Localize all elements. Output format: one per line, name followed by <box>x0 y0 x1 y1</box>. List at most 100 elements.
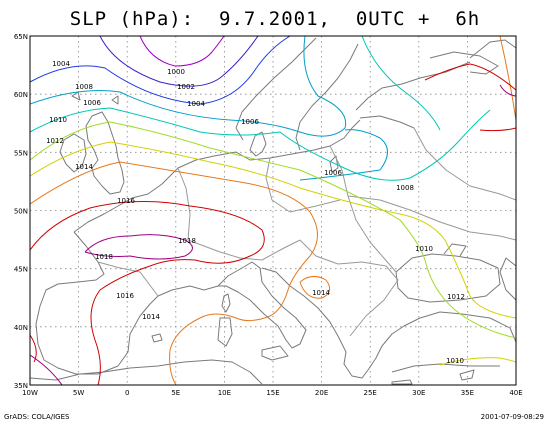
isobar-1014 <box>299 276 331 299</box>
border-east <box>329 145 397 273</box>
isobar-1016 <box>424 63 516 91</box>
lon-tick-label: 35E <box>461 389 474 397</box>
coastline-italy <box>217 261 307 349</box>
coastline-greece <box>343 325 405 379</box>
isobar-1016 <box>30 200 265 385</box>
isobar-label: 1012 <box>447 293 465 301</box>
coastline-gulf-of-lion <box>157 285 219 297</box>
lat-tick-label: 50N <box>14 208 28 216</box>
isobar-label: 1010 <box>446 357 464 365</box>
lon-tick-label: 10E <box>218 389 231 397</box>
isobar-label: 1004 <box>52 60 70 68</box>
lat-tick-label: 35N <box>14 382 28 390</box>
isobar-label: 1006 <box>83 99 101 107</box>
isobar-1012 <box>30 141 516 319</box>
isobar-1018 <box>30 354 63 385</box>
coastline-shetland <box>111 95 119 105</box>
map-title: SLP (hPa): 9.7.2001, 0UTC + 6h <box>69 8 481 30</box>
coastline-north-europe <box>73 119 361 233</box>
isobar-1008 <box>30 107 491 181</box>
isobar-label: 1006 <box>324 169 342 177</box>
coastline-black-sea <box>395 253 501 303</box>
coastline-kola <box>429 51 499 75</box>
isobar-1002 <box>99 36 259 87</box>
isobar-contours <box>30 36 516 385</box>
border-balkans <box>299 239 399 337</box>
lat-tick-label: 55N <box>14 149 28 157</box>
isobar-1018 <box>499 84 516 97</box>
isobar-labels: 1000 1002 1004 1004 1006 1006 1006 1008 1008 1010… <box>46 60 465 365</box>
lat-tick-label: 40N <box>14 324 28 332</box>
coastline-great-britain <box>85 111 125 195</box>
isobar-label: 1016 <box>117 197 135 205</box>
isobar-label: 1006 <box>241 118 259 126</box>
coastline-north-africa <box>30 359 263 385</box>
footer-timestamp: 2001-07-09-08:29 <box>480 413 544 421</box>
coastline-baltic-gulf <box>359 115 415 129</box>
lon-tick-label: 15E <box>266 389 279 397</box>
footer-credit: GrADS: COLA/IGES <box>4 413 70 421</box>
coastline-finland <box>355 61 471 111</box>
isobar-1010 <box>30 121 516 339</box>
lon-tick-label: 5W <box>73 389 84 397</box>
lon-tick-label: 20E <box>315 389 328 397</box>
coastline-cyprus <box>459 369 475 381</box>
coastline-sardinia <box>217 317 233 347</box>
isobar-1004 <box>30 36 291 105</box>
lat-tick-label: 45N <box>14 266 28 274</box>
lat-lon-grid <box>30 36 516 385</box>
isobar-1014 <box>499 36 516 121</box>
coastline-adriatic-east <box>261 267 347 353</box>
isobar-label: 1010 <box>415 245 433 253</box>
coastline-denmark <box>249 131 267 157</box>
coastline-gotland <box>329 155 339 173</box>
isobar-1018 <box>84 234 193 260</box>
border-ukraine <box>347 195 516 241</box>
plot-frame <box>29 35 517 386</box>
isobar-1016 <box>30 334 37 363</box>
border-alps <box>187 239 301 261</box>
lon-tick-label: 0 <box>125 389 129 397</box>
isobar-1014 <box>30 161 318 385</box>
isobar-label: 1016 <box>116 292 134 300</box>
coastline-balearics <box>151 333 163 343</box>
isobar-label: 1010 <box>49 116 67 124</box>
isobar-1006 <box>30 36 347 137</box>
isobar-label: 1014 <box>142 313 160 321</box>
coastline-turkey-south <box>391 363 500 373</box>
coastline-norway <box>235 37 317 141</box>
isobar-1016 <box>479 127 516 132</box>
lon-tick-label: 25E <box>364 389 377 397</box>
coastline-crete <box>391 379 413 385</box>
coastline-faroe <box>71 91 81 101</box>
border-russia-north <box>413 127 516 201</box>
coastlines <box>30 37 516 385</box>
isobar-label: 1008 <box>396 184 414 192</box>
coastline-sweden <box>295 43 359 151</box>
isobar-1006 <box>299 129 388 181</box>
border-germany <box>177 167 191 241</box>
border-france-spain <box>97 261 159 297</box>
coastline-ireland <box>59 133 87 173</box>
isobar-1000 <box>139 36 225 67</box>
coastline-azov <box>443 243 467 257</box>
isobar-label: 1018 <box>95 253 113 261</box>
lon-tick-label: 5E <box>171 389 180 397</box>
coastline-arctic <box>469 39 516 59</box>
lat-tick-label: 65N <box>14 33 28 41</box>
coastline-caspian <box>499 257 516 301</box>
isobar-label: 1018 <box>178 237 196 245</box>
axis-tick-labels: 10W 5W 0 5E 10E 15E 20E 25E 30E 35E 40E 65N 60N 55N 50… <box>14 33 523 397</box>
isobar-label: 1000 <box>167 68 185 76</box>
coastline-corsica <box>221 293 231 313</box>
isobar-label: 1002 <box>177 83 195 91</box>
isobar-label: 1012 <box>46 137 64 145</box>
isobar-label: 1014 <box>75 163 93 171</box>
border-poland <box>265 157 341 213</box>
lat-tick-label: 60N <box>14 91 28 99</box>
isobar-1008 <box>361 36 441 131</box>
lon-tick-label: 10W <box>22 389 38 397</box>
isobar-label: 1008 <box>75 83 93 91</box>
coastline-turkey <box>403 311 516 343</box>
